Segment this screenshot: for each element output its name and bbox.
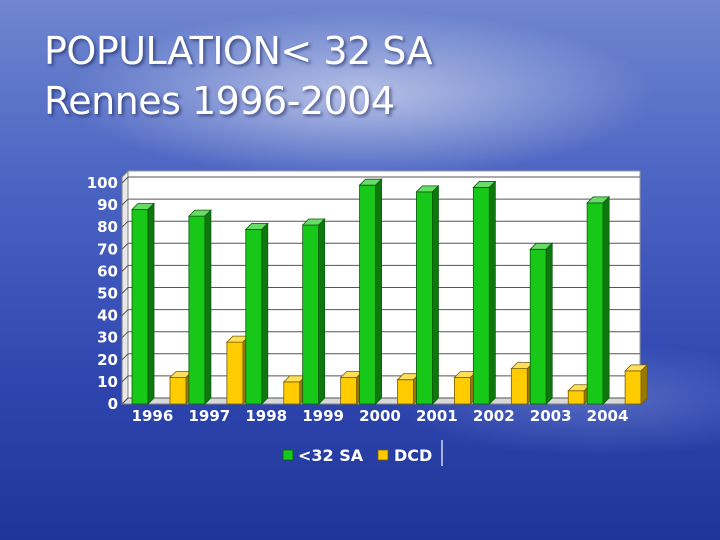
y-axis-ticks: 0 10 20 30 40 50 60 70 80 90 100 <box>87 174 118 413</box>
bar-front <box>245 229 263 405</box>
y-tick-label: 40 <box>97 307 118 325</box>
bar-side <box>432 184 439 405</box>
legend: <32 SA DCD <box>282 440 443 466</box>
bar-side <box>375 178 382 405</box>
bar-front <box>169 377 187 405</box>
bar-front <box>226 341 244 405</box>
bar-side <box>488 180 496 405</box>
bar-side <box>204 209 212 405</box>
bar-side <box>602 195 610 405</box>
bar-side <box>318 218 326 405</box>
bar-front <box>567 390 585 405</box>
bar-front <box>416 191 433 405</box>
bar-front <box>454 377 471 405</box>
legend-swatch <box>282 449 294 461</box>
gridline-diag <box>121 331 129 339</box>
bar-side <box>147 202 155 405</box>
bar-side <box>545 242 553 405</box>
legend-label: DCD <box>394 446 432 465</box>
bar <box>472 180 497 405</box>
bar-front <box>283 381 301 405</box>
gridline-diag <box>121 353 129 361</box>
x-tick-label: 2000 <box>359 407 401 425</box>
y-tick-label: 70 <box>97 240 118 258</box>
bar-front <box>302 224 320 405</box>
x-axis-ticks: 1996 1997 1998 1999 2000 2001 2002 2003 2004 <box>132 407 629 425</box>
bar-front <box>397 379 414 405</box>
x-tick-label: 1997 <box>188 407 230 425</box>
bar <box>586 195 611 405</box>
bar-front <box>131 209 149 405</box>
plot-background <box>127 170 641 399</box>
bar <box>415 184 440 405</box>
legend-label: <32 SA <box>298 446 364 465</box>
bar-front <box>340 377 358 405</box>
slide-title: POPULATION< 32 SA Rennes 1996-2004 <box>44 29 433 123</box>
x-tick-label: 1998 <box>245 407 287 425</box>
bar <box>244 222 269 405</box>
x-tick-label: 1996 <box>132 407 174 425</box>
legend-swatch <box>377 449 389 461</box>
gridline-diag <box>121 265 129 272</box>
x-tick-label: 2004 <box>587 407 629 425</box>
y-tick-label: 50 <box>97 285 118 303</box>
plot-side-wall <box>121 169 129 406</box>
gridline-diag <box>121 375 129 383</box>
x-tick-label: 1999 <box>302 407 344 425</box>
bar-front <box>359 184 376 405</box>
y-tick-label: 0 <box>108 395 118 413</box>
gridline-diag <box>121 176 129 184</box>
y-tick-label: 80 <box>97 218 118 236</box>
x-tick-label: 2002 <box>473 407 515 425</box>
bar-front <box>529 248 547 405</box>
bar-front <box>472 187 490 405</box>
y-tick-label: 30 <box>97 329 118 347</box>
y-tick-label: 90 <box>97 196 118 214</box>
y-tick-label: 20 <box>97 351 118 369</box>
gridline-diag <box>121 242 129 250</box>
plot-area <box>120 169 642 406</box>
x-tick-label: 2003 <box>530 407 572 425</box>
bar-side <box>640 363 648 405</box>
y-tick-label: 60 <box>97 262 118 280</box>
bar <box>301 218 326 405</box>
bar-front <box>510 368 528 405</box>
y-tick-label: 10 <box>97 373 118 391</box>
gridline-diag <box>121 287 129 294</box>
bar <box>624 363 649 405</box>
bar-side <box>261 222 269 405</box>
x-tick-label: 2001 <box>416 407 458 425</box>
bars <box>131 178 649 405</box>
bar <box>131 202 155 405</box>
bar <box>358 178 383 405</box>
gridline-diag <box>121 220 129 228</box>
bar <box>529 242 554 405</box>
y-tick-label: 100 <box>87 174 118 192</box>
bar-front <box>586 202 604 405</box>
gridline-diag <box>121 198 129 206</box>
bar-front <box>188 215 206 405</box>
bar-front <box>624 370 642 405</box>
bar <box>187 209 212 405</box>
gridline-diag <box>121 309 129 316</box>
gridline-diag <box>121 397 129 405</box>
